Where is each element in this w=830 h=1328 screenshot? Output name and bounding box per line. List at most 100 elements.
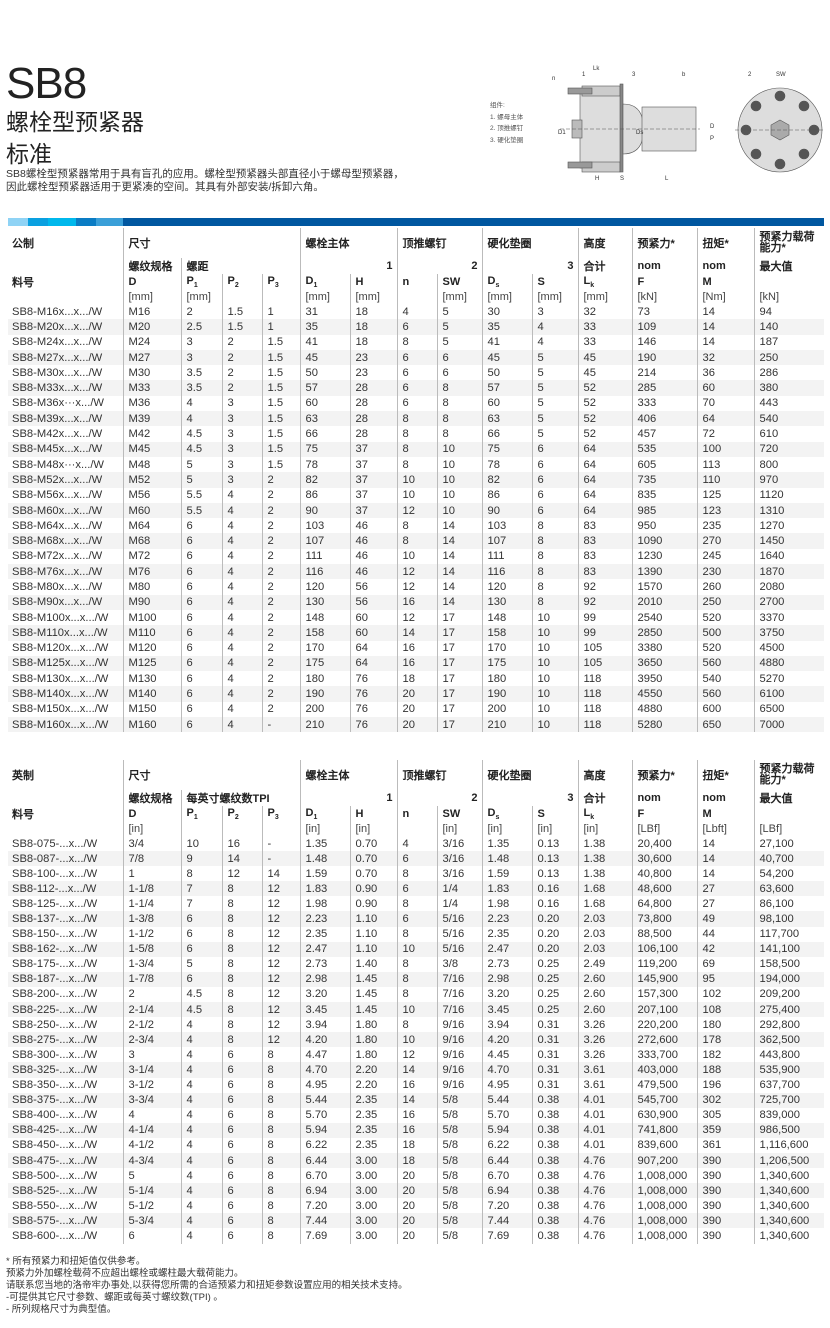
cell: 8 xyxy=(261,1168,300,1184)
cell: 118 xyxy=(577,717,632,733)
side-view xyxy=(560,83,700,173)
cell: 5/8 xyxy=(436,1168,482,1184)
part-number: SB8-M36x···x.../W xyxy=(12,397,104,410)
cell: 1270 xyxy=(753,518,824,534)
unit-label: [mm] xyxy=(481,290,532,304)
cell: 0.16 xyxy=(531,881,578,897)
cell: 3/8 xyxy=(436,956,482,972)
cell: 10 xyxy=(180,836,222,852)
cell: 390 xyxy=(696,1198,754,1214)
cell: 5/8 xyxy=(436,1122,482,1138)
cell: 63 xyxy=(299,411,350,427)
cell: 1-1/4 xyxy=(122,896,181,912)
cell: 3 xyxy=(221,395,262,412)
cell: 4.45 xyxy=(481,1047,532,1063)
cell: 8 xyxy=(396,866,437,882)
cell: 6 xyxy=(180,671,222,687)
cell: 5270 xyxy=(753,671,824,687)
cell: 118 xyxy=(577,686,632,702)
cell: 8 xyxy=(221,971,262,987)
cell: 0.31 xyxy=(531,1017,578,1033)
cell: 2 xyxy=(261,579,300,595)
cell: 64 xyxy=(577,487,632,503)
cell: 6 xyxy=(396,319,437,335)
cell: 6.94 xyxy=(481,1183,532,1199)
cell: 8 xyxy=(221,1017,262,1033)
cell: 2-1/2 xyxy=(122,1017,181,1033)
unit-label: [in] xyxy=(436,822,482,836)
cell: 2540 xyxy=(631,609,697,626)
cell: 118 xyxy=(577,701,632,718)
cell: 140 xyxy=(753,319,824,335)
cell: 305 xyxy=(696,1107,754,1123)
cell: 4 xyxy=(221,487,262,503)
cell: 5 xyxy=(531,349,578,366)
cell: 64 xyxy=(577,472,632,488)
cell: 7.69 xyxy=(299,1228,350,1244)
part-number: SB8-M42x...x.../W xyxy=(12,428,103,441)
cell: M42 xyxy=(122,426,181,442)
cell: 4 xyxy=(221,640,262,656)
cell: 4.20 xyxy=(299,1032,350,1048)
cell: M130 xyxy=(122,671,181,687)
cell: 75 xyxy=(481,441,532,457)
cell: 5 xyxy=(436,334,482,350)
cell: 4.76 xyxy=(577,1183,632,1199)
column-symbol: S xyxy=(531,806,578,822)
part-number: SB8-M68x...x.../W xyxy=(8,533,123,549)
cell: M160 xyxy=(122,717,181,733)
cell: 986,500 xyxy=(753,1122,824,1138)
column-symbol: Ds xyxy=(481,806,532,822)
cell: 6.94 xyxy=(299,1183,350,1199)
cell: 0.38 xyxy=(531,1183,578,1199)
cell: 2-3/4 xyxy=(122,1032,181,1048)
part-number: SB8-187-...x.../W xyxy=(8,971,123,987)
cell: M120 xyxy=(122,640,181,656)
cell: 1.35 xyxy=(299,836,350,852)
cell: 8 xyxy=(436,395,482,412)
torque-heading: 扭矩* xyxy=(696,760,754,790)
cell: 1390 xyxy=(631,564,697,580)
part-number: SB8-M130x...x.../W xyxy=(12,672,109,685)
cell: 1/4 xyxy=(436,896,482,912)
table-row: SB8-M120x...x.../W M120 6 4 2 170 64 16 17 170 10 1… xyxy=(8,640,824,656)
cell: 78 xyxy=(299,456,350,473)
table-row: SB8-112-...x.../W 1-1/8 7 8 12 1.83 0.90 6 1/4 1.… xyxy=(8,881,824,897)
cell: 6 xyxy=(221,1152,262,1169)
cell: 3.61 xyxy=(577,1062,632,1078)
cell: 10 xyxy=(531,671,578,687)
table-row: SB8-075-...x.../W 3/4 10 16-1.35 0.70 4 3/16 1.… xyxy=(8,836,824,852)
cell: 118 xyxy=(577,671,632,687)
cell: 4.70 xyxy=(481,1062,532,1078)
cell: 4 xyxy=(180,1213,222,1229)
cell: 12 xyxy=(261,941,300,957)
part-number: SB8-M150x...x.../W xyxy=(12,703,109,716)
cell: 48,600 xyxy=(631,881,697,897)
cell: 92 xyxy=(577,579,632,595)
cell: 12 xyxy=(261,926,300,942)
cell: 86,100 xyxy=(753,896,824,912)
part-number-heading: 料号 xyxy=(12,809,34,821)
cell: 63 xyxy=(481,411,532,427)
cell: 4880 xyxy=(753,655,824,672)
cell: 2.03 xyxy=(577,941,632,957)
cell: 105 xyxy=(577,640,632,656)
cell: 8 xyxy=(396,971,437,987)
cell: 0.31 xyxy=(531,1077,578,1093)
cell: 6 xyxy=(180,701,222,718)
cell: 8 xyxy=(180,866,222,882)
cell: 190 xyxy=(299,686,350,702)
cell: 5280 xyxy=(631,717,697,733)
part-number: SB8-M110x...x.../W xyxy=(8,625,123,641)
cell: 5 xyxy=(531,380,578,396)
cell: 1.5 xyxy=(221,304,262,320)
cell: 119,200 xyxy=(631,956,697,972)
cell: 5/8 xyxy=(436,1152,482,1169)
cell: 6 xyxy=(531,472,578,488)
cell: 2.35 xyxy=(349,1122,397,1138)
cell: 130 xyxy=(481,594,532,610)
table-row: SB8-M45x...x.../W M45 4.5 3 1.5 75 37 8 10 75 6 64 5… xyxy=(8,441,824,457)
table-row: SB8-M52x...x.../W M52 5 3 2 82 37 10 10 82 6 64 735 1… xyxy=(8,472,824,488)
cell: 8 xyxy=(436,411,482,427)
unit-label xyxy=(261,290,300,304)
